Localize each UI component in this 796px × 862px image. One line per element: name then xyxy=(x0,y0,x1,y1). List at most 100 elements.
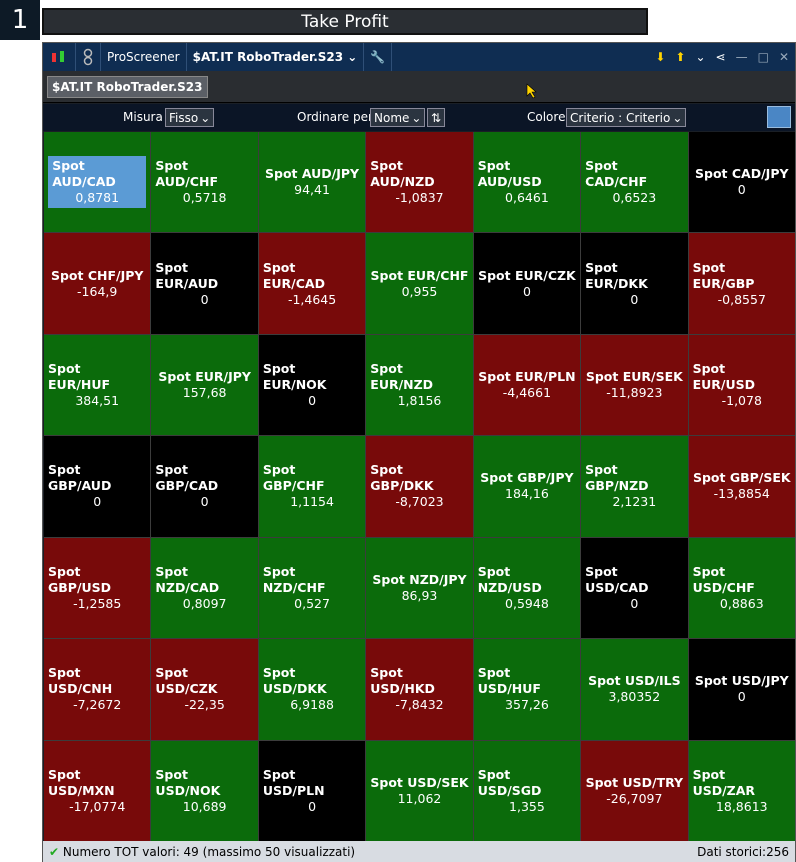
tile-content: Spot CHF/JPY -164,9 xyxy=(47,266,147,302)
tile-name: Spot AUD/NZD xyxy=(370,158,435,190)
tile-name: Spot EUR/CHF xyxy=(370,267,469,283)
tile[interactable]: Spot USD/HKD -7,8432 xyxy=(366,639,473,740)
tab[interactable]: $AT.IT RoboTrader.S23 xyxy=(47,76,208,98)
tile[interactable]: Spot NZD/USD 0,5948 xyxy=(473,537,581,639)
down-button[interactable]: ⬇ xyxy=(655,50,666,64)
tile-name: Spot USD/HUF xyxy=(477,665,541,697)
tile-name: Spot EUR/JPY xyxy=(158,369,251,385)
tile[interactable]: Spot AUD/CHF 0,5718 xyxy=(151,132,258,233)
tile[interactable]: Spot EUR/CHF 0,955 xyxy=(366,233,473,334)
tile[interactable]: Spot AUD/JPY 94,41 xyxy=(258,132,366,233)
tile[interactable]: Spot EUR/PLN -4,4661 xyxy=(473,334,581,436)
menu-button[interactable]: ⌄ xyxy=(695,50,706,64)
tile[interactable]: Spot GBP/CHF 1,1154 xyxy=(258,436,366,537)
tile[interactable]: Spot EUR/CZK 0 xyxy=(473,233,581,334)
tile-value: -7,8432 xyxy=(395,697,444,713)
tile[interactable]: Spot GBP/SEK -13,8854 xyxy=(688,436,795,537)
tile-name: Spot EUR/USD xyxy=(692,361,755,393)
tile-name: Spot NZD/JPY xyxy=(372,571,467,587)
tile[interactable]: Spot EUR/USD -1,078 xyxy=(688,334,795,436)
maximize-button[interactable]: □ xyxy=(757,50,769,64)
tile-value: 6,9188 xyxy=(290,697,334,713)
link-icon[interactable] xyxy=(76,43,101,71)
tile-value: -1,0837 xyxy=(395,190,444,206)
tile-content: Spot AUD/JPY 94,41 xyxy=(261,164,363,200)
close-button[interactable]: ✕ xyxy=(778,50,789,64)
tile[interactable]: Spot CHF/JPY -164,9 xyxy=(44,233,151,334)
tile[interactable]: Spot AUD/USD 0,6461 xyxy=(473,132,581,233)
tile-content: Spot USD/NOK 10,689 xyxy=(151,765,257,817)
tile[interactable]: Spot EUR/JPY 157,68 xyxy=(151,334,258,436)
tile[interactable]: Spot AUD/CAD 0,8781 xyxy=(44,132,151,233)
tile-name: Spot USD/ZAR xyxy=(692,766,756,798)
tile-value: 0 xyxy=(200,494,209,510)
tile[interactable]: Spot USD/SGD 1,355 xyxy=(473,740,581,841)
tile[interactable]: Spot USD/CNH -7,2672 xyxy=(44,639,151,740)
tile[interactable]: Spot NZD/CHF 0,527 xyxy=(258,537,366,639)
tile[interactable]: Spot EUR/AUD 0 xyxy=(151,233,258,334)
tile[interactable]: Spot CAD/JPY 0 xyxy=(688,132,795,233)
tile[interactable]: Spot GBP/DKK -8,7023 xyxy=(366,436,473,537)
tile-name: Spot EUR/HUF xyxy=(48,361,111,393)
tile-value: -1,078 xyxy=(721,393,762,409)
tile[interactable]: Spot USD/DKK 6,9188 xyxy=(258,639,366,740)
tile[interactable]: Spot EUR/SEK -11,8923 xyxy=(581,334,688,436)
tile-name: Spot USD/SGD xyxy=(477,766,542,798)
tile[interactable]: Spot USD/ZAR 18,8613 xyxy=(688,740,795,841)
up-button[interactable]: ⬆ xyxy=(675,50,686,64)
tile-value: -17,0774 xyxy=(69,798,126,814)
tile[interactable]: Spot EUR/NZD 1,8156 xyxy=(366,334,473,436)
tile[interactable]: Spot EUR/HUF 384,51 xyxy=(44,334,151,436)
tile[interactable]: Spot USD/PLN 0 xyxy=(258,740,366,841)
settings-button[interactable] xyxy=(767,106,791,128)
tile[interactable]: Spot EUR/NOK 0 xyxy=(258,334,366,436)
tile[interactable]: Spot USD/ILS 3,80352 xyxy=(581,639,688,740)
screener-select[interactable]: $AT.IT RoboTrader.S23 ⌄ xyxy=(187,43,365,71)
chart-icon[interactable] xyxy=(43,43,76,71)
tile[interactable]: Spot USD/JPY 0 xyxy=(688,639,795,740)
tile-content: Spot EUR/NOK 0 xyxy=(259,359,365,411)
tile[interactable]: Spot AUD/NZD -1,0837 xyxy=(366,132,473,233)
tile[interactable]: Spot USD/MXN -17,0774 xyxy=(44,740,151,841)
app-label[interactable]: ProScreener xyxy=(101,43,187,71)
tile[interactable]: Spot USD/SEK 11,062 xyxy=(366,740,473,841)
tile[interactable]: Spot USD/CHF 0,8863 xyxy=(688,537,795,639)
tile[interactable]: Spot EUR/DKK 0 xyxy=(581,233,688,334)
tile[interactable]: Spot GBP/NZD 2,1231 xyxy=(581,436,688,537)
tile-content: Spot AUD/CAD 0,8781 xyxy=(48,156,147,209)
tile[interactable]: Spot GBP/AUD 0 xyxy=(44,436,151,537)
minimize-button[interactable]: — xyxy=(735,50,748,64)
tile[interactable]: Spot USD/NOK 10,689 xyxy=(151,740,258,841)
sort-select[interactable]: Nome ⌄ xyxy=(370,108,426,127)
tile[interactable]: Spot USD/TRY -26,7097 xyxy=(581,740,688,841)
tile-content: Spot EUR/CAD -1,4645 xyxy=(259,258,365,310)
tile[interactable]: Spot NZD/CAD 0,8097 xyxy=(151,537,258,639)
measure-select[interactable]: Fisso ⌄ xyxy=(165,108,215,127)
tile[interactable]: Spot USD/HUF 357,26 xyxy=(473,639,581,740)
tile-content: Spot USD/TRY -26,7097 xyxy=(582,773,687,809)
tile[interactable]: Spot USD/CZK -22,35 xyxy=(151,639,258,740)
badge: 1 xyxy=(0,0,40,40)
sort-direction[interactable]: ⇅ xyxy=(427,108,446,127)
tile-name: Spot USD/ILS xyxy=(588,673,681,689)
tile-content: Spot GBP/CHF 1,1154 xyxy=(259,460,365,512)
tile-content: Spot USD/DKK 6,9188 xyxy=(259,663,365,715)
tile[interactable]: Spot EUR/GBP -0,8557 xyxy=(688,233,795,334)
color-select[interactable]: Criterio : Criterio ⌄ xyxy=(566,108,687,127)
tile[interactable]: Spot USD/CAD 0 xyxy=(581,537,688,639)
share-button[interactable]: ⋖ xyxy=(715,50,726,64)
tile-value: 357,26 xyxy=(505,697,549,713)
wrench-icon[interactable]: 🔧 xyxy=(364,43,393,71)
tile[interactable]: Spot NZD/JPY 86,93 xyxy=(366,537,473,639)
tile[interactable]: Spot GBP/CAD 0 xyxy=(151,436,258,537)
tile-name: Spot USD/TRY xyxy=(585,774,684,790)
tile-name: Spot USD/MXN xyxy=(48,766,115,798)
tile[interactable]: Spot GBP/JPY 184,16 xyxy=(473,436,581,537)
tile-name: Spot GBP/AUD xyxy=(48,462,112,494)
tile[interactable]: Spot CAD/CHF 0,6523 xyxy=(581,132,688,233)
tile-name: Spot USD/CHF xyxy=(692,563,755,595)
tile[interactable]: Spot GBP/USD -1,2585 xyxy=(44,537,151,639)
count-text: Numero TOT valori: 49 (massimo 50 visual… xyxy=(62,844,356,859)
tile[interactable]: Spot EUR/CAD -1,4645 xyxy=(258,233,366,334)
tile-content: Spot USD/JPY 0 xyxy=(691,671,793,707)
